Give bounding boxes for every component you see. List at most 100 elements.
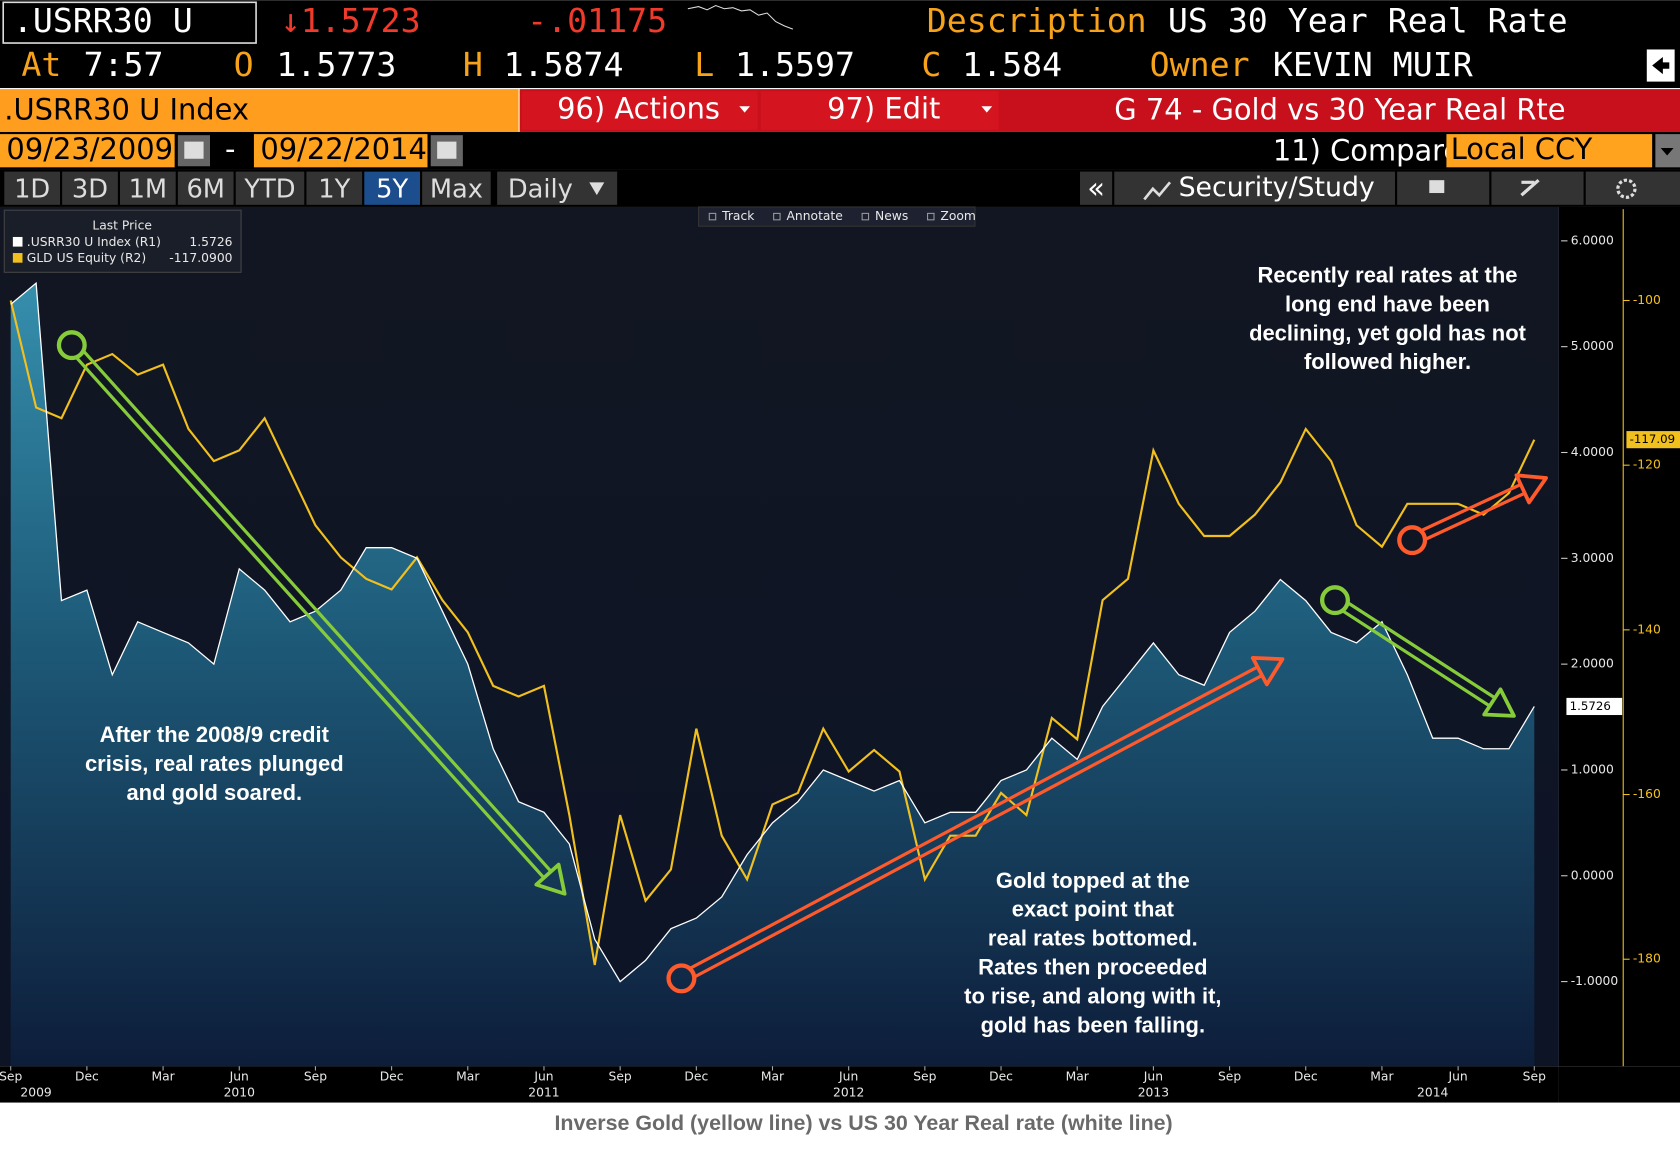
tool-button[interactable]: Annotate	[787, 209, 843, 223]
arrow-start	[56, 330, 87, 361]
close-label: C	[921, 45, 941, 84]
x-tick-label: Jun	[1447, 1069, 1467, 1083]
period-button[interactable]	[306, 171, 363, 205]
period-button[interactable]	[62, 171, 118, 205]
compare-label[interactable]: 11) Compare	[1273, 133, 1461, 167]
frequency-label: Daily	[508, 174, 573, 204]
legend-swatch	[12, 236, 23, 247]
time: 7:57	[84, 45, 164, 84]
calendar-icon[interactable]	[430, 135, 463, 167]
annotation-text: exact point that	[1012, 897, 1175, 922]
y2-tick-label: -100	[1633, 293, 1661, 307]
tool-button[interactable]: Track	[721, 209, 755, 223]
description: US 30 Year Real Rate	[1168, 1, 1568, 40]
annotation-text: Gold topped at the	[996, 868, 1190, 893]
tool-icon	[861, 212, 870, 221]
edit-button[interactable]	[760, 91, 999, 130]
arrow-shaft	[82, 350, 553, 873]
x-tick-label: Sep	[1523, 1069, 1546, 1083]
high-label: H	[463, 45, 483, 84]
x-year-label: 2012	[833, 1086, 864, 1100]
settings-button[interactable]	[1585, 171, 1680, 205]
x-year-label: 2013	[1138, 1086, 1169, 1100]
x-tick-label: Jun	[229, 1069, 249, 1083]
period-buttons: 1D 3D 1M 6M YTD 1Y 5Y Max Daily	[4, 171, 618, 205]
tool-button[interactable]: News	[875, 209, 908, 223]
period-button[interactable]	[177, 171, 234, 205]
actions-label: 96) Actions	[557, 92, 720, 126]
collapse-button[interactable]	[1080, 171, 1113, 205]
x-tick-label: Sep	[304, 1069, 327, 1083]
actions-button[interactable]	[521, 91, 758, 130]
arrow-head	[1250, 656, 1285, 687]
axis-panel	[1558, 206, 1680, 1067]
series-area	[10, 283, 1535, 1067]
header-bg	[0, 0, 1680, 89]
arrow-shaft	[689, 665, 1259, 970]
y-tick-label: -1.0000	[1571, 974, 1619, 988]
legend-label: GLD US Equity (R2)	[27, 251, 146, 265]
y-tick-label: 1.0000	[1571, 762, 1614, 776]
annotation-text: and gold soared.	[126, 780, 302, 805]
last-value-label: 1.5726	[1570, 699, 1611, 713]
description-label: Description	[927, 1, 1147, 40]
edit-label: 97) Edit	[827, 92, 940, 126]
currency-field[interactable]	[1446, 134, 1653, 168]
y-tick-label: 0.0000	[1571, 868, 1614, 882]
x-year-label: 2014	[1417, 1086, 1449, 1100]
arrow-shaft	[1421, 483, 1522, 532]
x-tick-label: Sep	[1218, 1069, 1241, 1083]
arrow-shaft	[75, 356, 546, 879]
security-name: .USRR30 U Index	[4, 93, 249, 127]
corner	[1558, 1066, 1680, 1103]
period-button[interactable]	[235, 171, 305, 205]
sparkline	[687, 4, 794, 30]
last-value-tag	[1626, 431, 1680, 449]
annotation-arrow	[1397, 473, 1548, 556]
chart-tools-bg	[698, 206, 976, 227]
x-tick-label: Sep	[609, 1069, 632, 1083]
tool-icon	[773, 212, 781, 221]
x-axis-band	[0, 1066, 1559, 1103]
tool-button[interactable]: Zoom	[940, 209, 976, 223]
end-date: 09/22/2014	[260, 132, 427, 166]
ticker-box[interactable]	[2, 1, 257, 44]
legend-value: 1.5726	[189, 235, 232, 249]
study-button[interactable]	[1114, 171, 1395, 205]
y2-tick-label: -120	[1633, 458, 1661, 472]
security-bar	[0, 89, 519, 132]
period-button[interactable]	[422, 171, 491, 205]
note-icon	[1429, 180, 1445, 194]
period-button[interactable]	[120, 171, 176, 205]
net-change: -.01175	[527, 1, 667, 40]
y-tick-label: 4.0000	[1571, 445, 1614, 459]
calendar-icon[interactable]	[177, 135, 210, 167]
y2-tick-label: -180	[1633, 952, 1661, 966]
period-button[interactable]	[4, 171, 61, 205]
period-label: 6M	[186, 174, 225, 204]
start-date-field[interactable]	[0, 134, 175, 168]
arrow-head	[1514, 473, 1548, 505]
chart-name: G 74 - Gold vs 30 Year Real Rte	[1114, 93, 1565, 127]
annotate-button[interactable]	[1491, 171, 1584, 205]
y2-tick-label: -160	[1633, 787, 1661, 801]
annotation-arrow	[1320, 585, 1516, 718]
end-date-field[interactable]	[253, 134, 428, 168]
date-separator: -	[225, 132, 235, 166]
legend-title: Last Price	[92, 219, 152, 233]
x-tick-label: Dec	[684, 1069, 708, 1083]
period-button[interactable]	[364, 171, 420, 205]
currency-dropdown[interactable]	[1655, 134, 1680, 168]
arrow-start	[1397, 525, 1428, 556]
export-icon[interactable]	[1646, 49, 1675, 82]
x-year-label: 2009	[20, 1086, 51, 1100]
series-line	[10, 281, 1535, 983]
at-label: At	[21, 45, 61, 84]
x-tick-label: Mar	[761, 1069, 785, 1083]
x-year-label: 2010	[224, 1086, 256, 1100]
arrow-head	[1482, 687, 1516, 718]
chart: Track Annotate News Zoom 6.0000 5.0000 4.0000 3…	[0, 206, 1680, 1100]
period-label: 3D	[72, 174, 108, 204]
arrow-shaft	[1347, 601, 1496, 700]
x-tick-label: Dec	[989, 1069, 1013, 1083]
